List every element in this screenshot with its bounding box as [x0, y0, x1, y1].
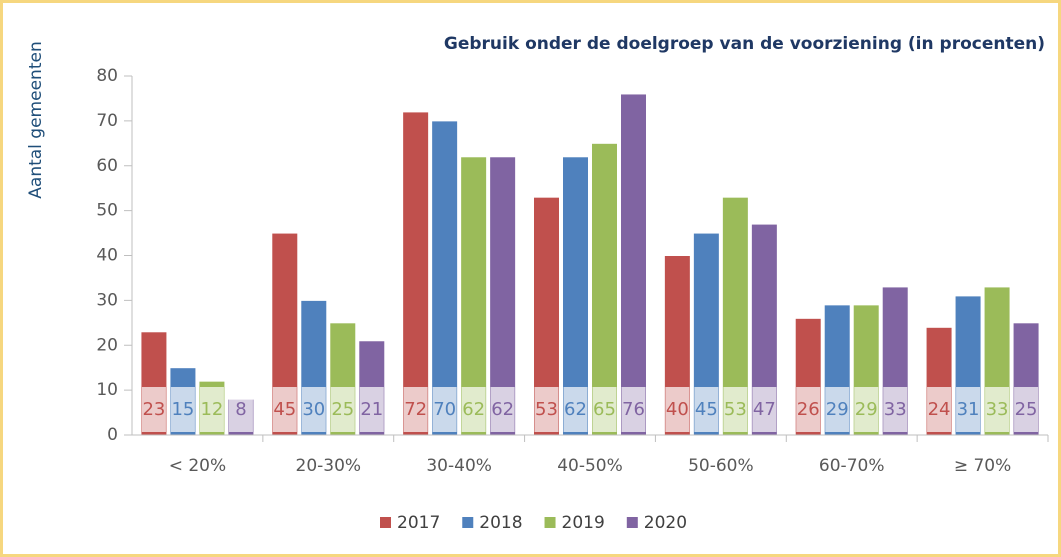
y-tick-label: 20	[96, 335, 118, 355]
y-tick-label: 30	[96, 290, 118, 310]
value-label: 25	[1015, 399, 1038, 420]
value-label-bg	[956, 387, 981, 432]
y-tick-label: 50	[96, 201, 118, 221]
value-label-bg	[301, 387, 326, 432]
value-label-bg	[403, 387, 428, 432]
value-label: 62	[491, 399, 514, 420]
value-label: 72	[404, 399, 427, 420]
value-label: 30	[302, 399, 325, 420]
y-tick-label: 0	[107, 425, 118, 445]
value-label: 24	[928, 399, 951, 420]
value-label-bg	[854, 387, 879, 432]
x-tick-label: 20-30%	[296, 456, 362, 476]
legend-swatch	[380, 517, 391, 528]
value-label: 40	[666, 399, 689, 420]
value-label: 76	[622, 399, 645, 420]
legend-swatch	[462, 517, 474, 528]
x-tick-label: < 20%	[169, 456, 226, 476]
value-label: 65	[593, 399, 616, 420]
y-tick-label: 70	[96, 111, 118, 131]
value-label-bg	[927, 387, 952, 432]
value-label-bg	[621, 387, 646, 432]
y-tick-label: 80	[96, 66, 118, 86]
legend-swatch	[626, 517, 638, 528]
x-tick-label: 40-50%	[557, 456, 623, 476]
value-label-bg	[694, 387, 719, 432]
value-label-bg	[330, 387, 355, 432]
legend-label: 2017	[397, 513, 440, 533]
value-label: 33	[884, 399, 907, 420]
value-label-bg	[825, 387, 850, 432]
value-label-bg	[432, 387, 457, 432]
value-label-bg	[665, 387, 690, 432]
value-label-bg	[228, 387, 253, 432]
value-label-bg	[199, 387, 224, 432]
value-label: 45	[695, 399, 718, 420]
value-label: 33	[986, 399, 1009, 420]
value-label-bg	[1014, 387, 1039, 432]
y-tick-label: 60	[96, 156, 118, 176]
value-label: 62	[462, 399, 485, 420]
value-label: 25	[331, 399, 354, 420]
bar	[431, 120, 459, 436]
y-tick-label: 40	[96, 246, 118, 266]
value-label-bg	[796, 387, 821, 432]
value-label: 53	[724, 399, 747, 420]
value-label-bg	[141, 387, 166, 432]
value-label: 47	[753, 399, 776, 420]
value-label: 70	[433, 399, 456, 420]
value-label: 53	[535, 399, 558, 420]
value-label-bg	[563, 387, 588, 432]
x-tick-label: 60-70%	[819, 456, 885, 476]
y-axis-label: Aantal gemeenten	[26, 41, 46, 198]
value-label-bg	[752, 387, 777, 432]
x-tick-label: ≥ 70%	[954, 456, 1011, 476]
value-label-bg	[723, 387, 748, 432]
value-label: 21	[360, 399, 383, 420]
value-label: 8	[235, 399, 246, 420]
x-tick-label: 50-60%	[688, 456, 754, 476]
value-label-bg	[461, 387, 486, 432]
value-label: 15	[171, 399, 194, 420]
value-label: 45	[273, 399, 296, 420]
bar	[620, 93, 647, 436]
value-label-bg	[490, 387, 515, 432]
y-tick-label: 10	[96, 380, 118, 400]
value-label: 29	[826, 399, 849, 420]
x-tick-label: 30-40%	[426, 456, 492, 476]
value-label-bg	[883, 387, 908, 432]
value-label-bg	[985, 387, 1010, 432]
value-label-bg	[534, 387, 559, 432]
value-label: 62	[564, 399, 587, 420]
value-label-bg	[592, 387, 617, 432]
value-label: 31	[957, 399, 980, 420]
value-label: 26	[797, 399, 820, 420]
legend-label: 2020	[644, 513, 687, 533]
bar	[402, 111, 430, 436]
value-label: 23	[142, 399, 165, 420]
chart-title: Gebruik onder de doelgroep van de voorzi…	[444, 34, 1045, 54]
legend-swatch	[544, 517, 556, 528]
value-label: 12	[200, 399, 223, 420]
legend-label: 2019	[562, 513, 605, 533]
value-label-bg	[170, 387, 195, 432]
value-label: 29	[855, 399, 878, 420]
value-label-bg	[359, 387, 384, 432]
legend-label: 2018	[479, 513, 522, 533]
value-label-bg	[272, 387, 297, 432]
